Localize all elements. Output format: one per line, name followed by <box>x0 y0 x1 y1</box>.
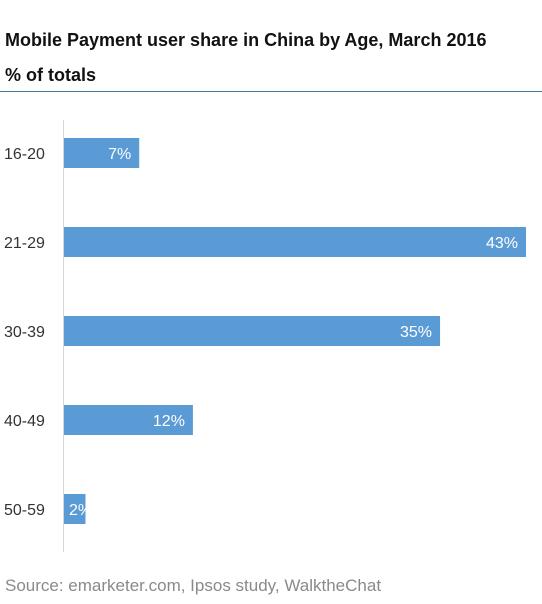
category-label-50-59: 50-59 <box>4 502 45 519</box>
chart-title: Mobile Payment user share in China by Ag… <box>5 30 487 50</box>
category-label-16-20: 16-20 <box>4 146 45 163</box>
bar-16-20 <box>64 138 140 168</box>
bar-21-29 <box>64 227 526 257</box>
category-label-30-39: 30-39 <box>4 324 45 341</box>
data-label-16-20: 7% <box>108 146 131 163</box>
data-label-30-39: 35% <box>400 324 432 341</box>
source-note: Source: emarketer.com, Ipsos study, Walk… <box>5 576 382 595</box>
data-label-21-29: 43% <box>486 235 518 252</box>
bar-40-49 <box>64 405 193 435</box>
chart-subtitle: % of totals <box>5 65 97 85</box>
bar-50-59 <box>64 494 86 524</box>
title-divider <box>0 91 542 92</box>
bars-layer: 16-20 7% 21-29 43% 30-39 35% 40-49 12% 50-59 2% <box>4 138 526 524</box>
data-label-50-59: 2% <box>69 502 92 519</box>
category-label-21-29: 21-29 <box>4 235 45 252</box>
category-label-40-49: 40-49 <box>4 413 45 430</box>
data-label-40-49: 12% <box>153 413 185 430</box>
bar-30-39 <box>64 316 441 346</box>
